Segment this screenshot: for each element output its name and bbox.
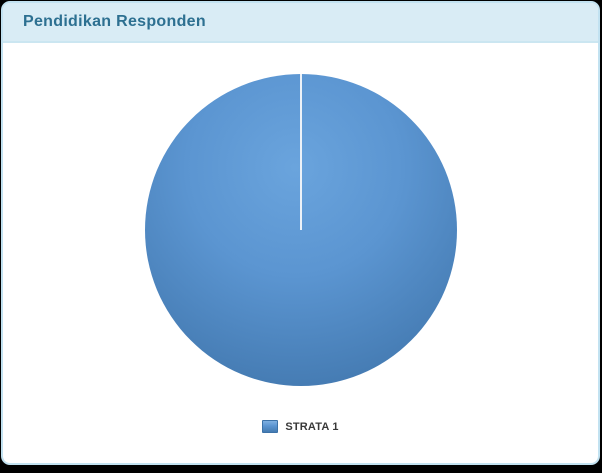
page-title: Pendidikan Responden xyxy=(23,13,206,30)
pie-chart xyxy=(144,74,457,386)
chart-card: Pendidikan Responden STRATA 1 xyxy=(1,1,600,465)
chart-area: STRATA 1 xyxy=(3,43,598,463)
legend-label: STRATA 1 xyxy=(285,420,339,433)
pie-slice-divider xyxy=(299,74,302,230)
legend-swatch-icon xyxy=(262,420,279,433)
card-header: Pendidikan Responden xyxy=(3,3,598,43)
legend-item-strata-1[interactable]: STRATA 1 xyxy=(262,420,338,433)
